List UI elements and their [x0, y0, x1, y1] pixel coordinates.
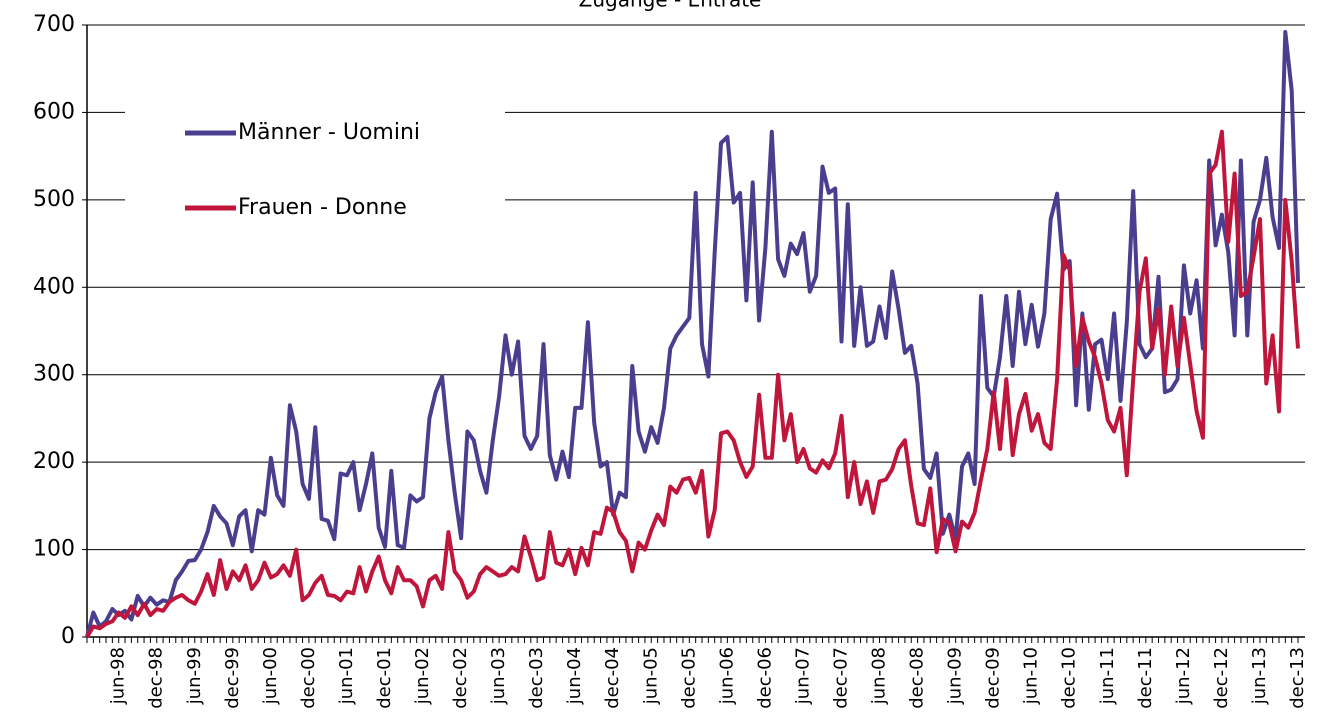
x-tick-label: dec-03 — [526, 647, 547, 709]
x-tick-label: jun-08 — [869, 647, 890, 705]
x-tick-label: jun-04 — [564, 647, 585, 705]
x-tick-label: jun-99 — [184, 647, 205, 705]
x-tick-label: jun-07 — [792, 647, 813, 705]
x-tick-label: dec-01 — [374, 647, 395, 709]
x-tick-label: jun-11 — [1097, 647, 1118, 705]
x-tick-label: dec-13 — [1287, 647, 1308, 709]
x-tick-label: dec-08 — [907, 647, 928, 709]
x-tick-label: dec-02 — [450, 647, 471, 709]
x-tick-label: dec-12 — [1211, 647, 1232, 709]
legend-box — [125, 57, 505, 242]
y-tick-label: 100 — [33, 537, 75, 562]
x-tick-label: jun-12 — [1173, 647, 1194, 705]
x-tick-label: jun-05 — [640, 647, 661, 705]
y-tick-label: 200 — [33, 449, 75, 474]
chart-title: Zugänge - Entrate — [579, 0, 762, 12]
x-tick-label: dec-11 — [1135, 647, 1156, 709]
x-tick-label: jun-09 — [945, 647, 966, 705]
x-tick-label: jun-03 — [488, 647, 509, 705]
y-tick-label: 700 — [33, 12, 75, 37]
x-tick-label: dec-10 — [1059, 647, 1080, 709]
series-line — [85, 129, 1300, 639]
x-tick-label: dec-04 — [602, 647, 623, 709]
x-tick-label: dec-05 — [678, 647, 699, 709]
x-tick-label: dec-06 — [754, 647, 775, 709]
x-tick-label: dec-98 — [146, 647, 167, 709]
series-line — [85, 30, 1300, 638]
x-tick-label: jun-10 — [1021, 647, 1042, 705]
x-tick-label: dec-09 — [983, 647, 1004, 709]
x-tick-label: jun-06 — [716, 647, 737, 705]
x-tick-label: jun-98 — [108, 647, 129, 705]
x-tick-label: dec-99 — [222, 647, 243, 709]
x-tick-label: jun-00 — [260, 647, 281, 705]
x-tick-label: jun-01 — [336, 647, 357, 705]
y-tick-label: 500 — [33, 187, 75, 212]
y-tick-label: 300 — [33, 362, 75, 387]
x-tick-label: jun-02 — [412, 647, 433, 705]
y-tick-label: 0 — [61, 624, 75, 649]
x-tick-label: dec-00 — [298, 647, 319, 709]
y-tick-label: 400 — [33, 274, 75, 299]
y-tick-label: 600 — [33, 99, 75, 124]
legend-label: Frauen - Donne — [238, 195, 407, 220]
legend-label: Männer - Uomini — [238, 120, 420, 145]
x-tick-label: dec-07 — [830, 647, 851, 709]
x-tick-label: jun-13 — [1249, 647, 1270, 705]
